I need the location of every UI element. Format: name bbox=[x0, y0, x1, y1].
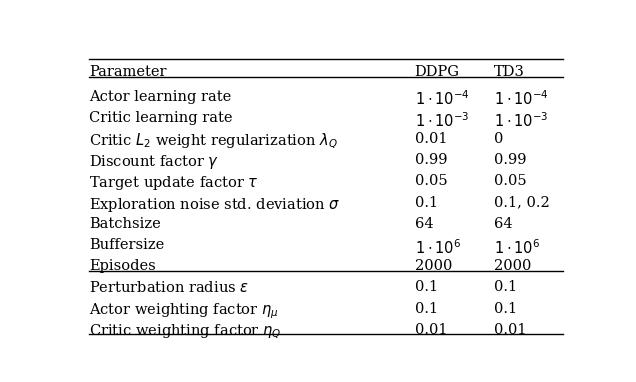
Text: 64: 64 bbox=[494, 217, 512, 231]
Text: Critic learning rate: Critic learning rate bbox=[89, 111, 233, 125]
Text: $1 \cdot 10^{-3}$: $1 \cdot 10^{-3}$ bbox=[415, 111, 469, 129]
Text: Discount factor $\gamma$: Discount factor $\gamma$ bbox=[89, 153, 219, 171]
Text: 0: 0 bbox=[494, 132, 503, 146]
Text: Perturbation radius $\epsilon$: Perturbation radius $\epsilon$ bbox=[89, 280, 249, 295]
Text: 0.1: 0.1 bbox=[494, 280, 516, 294]
Text: 0.01: 0.01 bbox=[415, 323, 447, 337]
Text: 0.1: 0.1 bbox=[415, 301, 438, 316]
Text: $1 \cdot 10^{-4}$: $1 \cdot 10^{-4}$ bbox=[415, 90, 469, 108]
Text: Parameter: Parameter bbox=[89, 65, 167, 79]
Text: 0.01: 0.01 bbox=[494, 323, 526, 337]
Text: TD3: TD3 bbox=[494, 65, 525, 79]
Text: Actor weighting factor $\eta_{\mu}$: Actor weighting factor $\eta_{\mu}$ bbox=[89, 301, 279, 321]
Text: 2000: 2000 bbox=[494, 259, 531, 273]
Text: 0.05: 0.05 bbox=[494, 175, 526, 188]
Text: $1 \cdot 10^{6}$: $1 \cdot 10^{6}$ bbox=[494, 238, 540, 257]
Text: Critic weighting factor $\eta_Q$: Critic weighting factor $\eta_Q$ bbox=[89, 323, 282, 341]
Text: 64: 64 bbox=[415, 217, 433, 231]
Text: 0.1: 0.1 bbox=[415, 280, 438, 294]
Text: $1 \cdot 10^{-3}$: $1 \cdot 10^{-3}$ bbox=[494, 111, 548, 129]
Text: Exploration noise std. deviation $\sigma$: Exploration noise std. deviation $\sigma… bbox=[89, 196, 341, 214]
Text: Batchsize: Batchsize bbox=[89, 217, 161, 231]
Text: $1 \cdot 10^{6}$: $1 \cdot 10^{6}$ bbox=[415, 238, 461, 257]
Text: DDPG: DDPG bbox=[415, 65, 460, 79]
Text: Buffersize: Buffersize bbox=[89, 238, 165, 252]
Text: 0.01: 0.01 bbox=[415, 132, 447, 146]
Text: 2000: 2000 bbox=[415, 259, 452, 273]
Text: 0.99: 0.99 bbox=[494, 153, 526, 167]
Text: 0.1: 0.1 bbox=[494, 301, 516, 316]
Text: 0.1: 0.1 bbox=[415, 196, 438, 210]
Text: 0.99: 0.99 bbox=[415, 153, 447, 167]
Text: $1 \cdot 10^{-4}$: $1 \cdot 10^{-4}$ bbox=[494, 90, 548, 108]
Text: Actor learning rate: Actor learning rate bbox=[89, 90, 232, 104]
Text: Episodes: Episodes bbox=[89, 259, 156, 273]
Text: Critic $L_2$ weight regularization $\lambda_Q$: Critic $L_2$ weight regularization $\lam… bbox=[89, 132, 338, 151]
Text: 0.1, 0.2: 0.1, 0.2 bbox=[494, 196, 550, 210]
Text: 0.05: 0.05 bbox=[415, 175, 447, 188]
Text: Target update factor $\tau$: Target update factor $\tau$ bbox=[89, 175, 259, 193]
